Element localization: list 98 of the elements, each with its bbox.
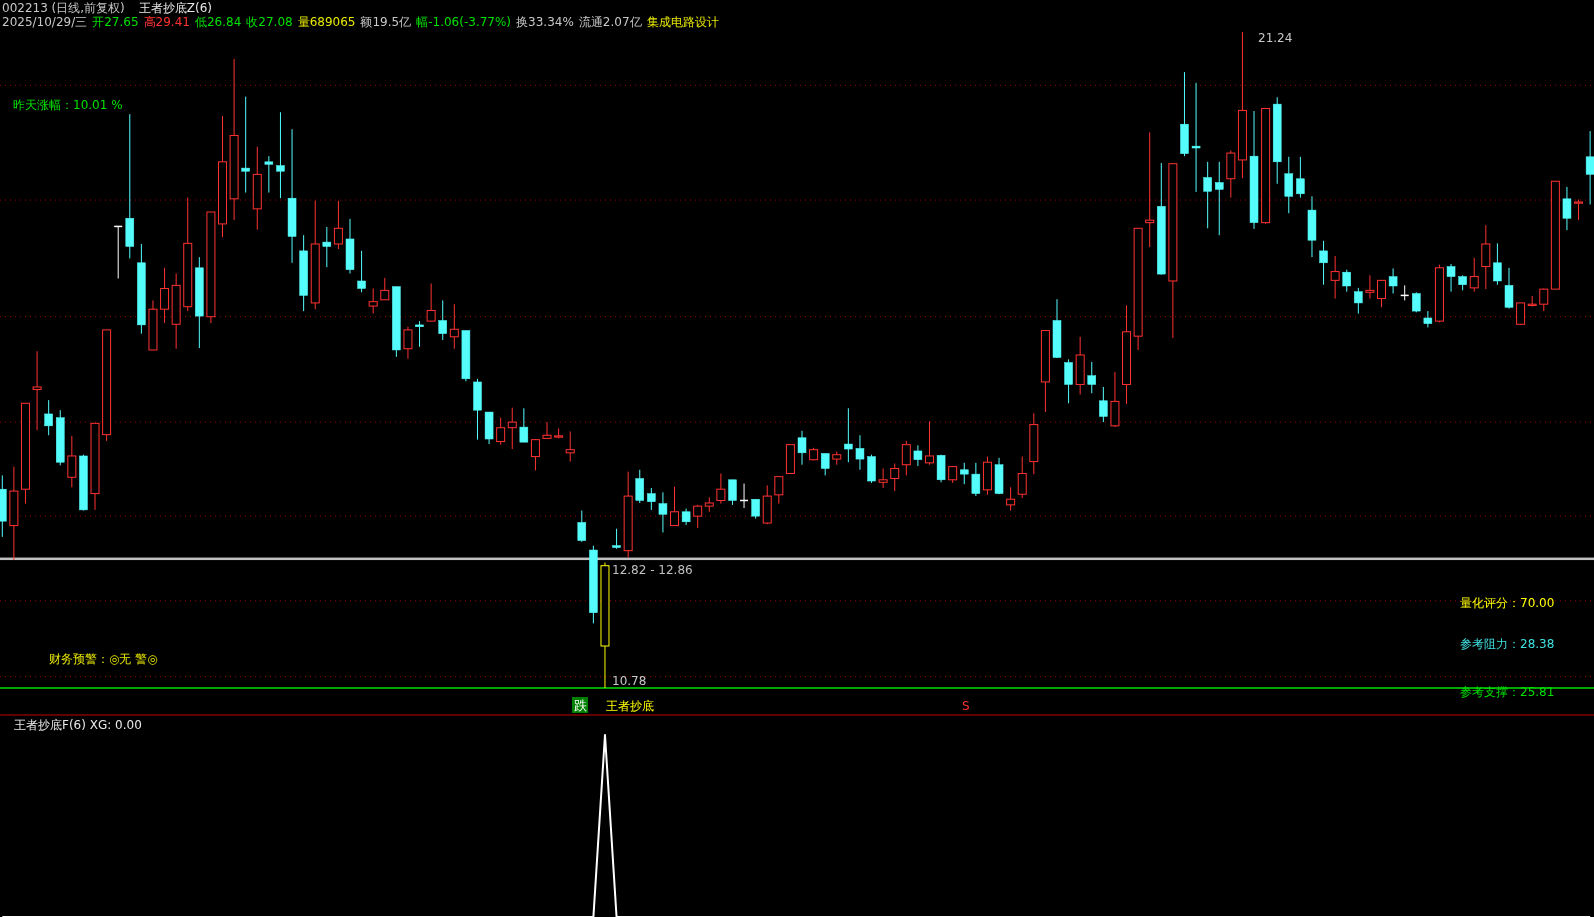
candlestick [241, 96, 250, 194]
candlestick [44, 399, 53, 436]
candlestick [32, 350, 42, 431]
candlestick [1504, 267, 1514, 310]
text: 量689065 [297, 15, 356, 29]
candlestick [403, 326, 413, 360]
candlestick [1284, 156, 1294, 214]
candlestick [960, 462, 969, 485]
candlestick [1342, 269, 1351, 293]
candlestick [1006, 486, 1016, 512]
text: 2025/10/29/三 [2, 15, 88, 29]
chart-title: 王者抄底F(6) XG: 0.00 [14, 718, 142, 732]
annotation: 量化评分：70.00 [1460, 596, 1555, 610]
candlestick [925, 420, 934, 466]
candlestick [728, 479, 737, 506]
candlestick [1377, 279, 1387, 308]
candlestick [913, 444, 923, 467]
candlestick [1087, 361, 1097, 394]
text: 高29.41 [143, 15, 190, 29]
text: 跌 [573, 698, 587, 713]
candlestick [264, 155, 274, 194]
candlestick [901, 440, 911, 476]
candlestick [67, 435, 77, 488]
annotation: 参考支撑：25.81 [1460, 685, 1555, 699]
text: 王者抄底 [606, 699, 654, 713]
candlestick [415, 320, 424, 348]
candlestick [380, 277, 390, 301]
candlestick [1562, 186, 1572, 231]
candlestick [1493, 242, 1502, 286]
candlestick [1574, 198, 1584, 221]
candlestick [426, 282, 436, 322]
annotation: 10.78 [612, 674, 647, 688]
candlestick [658, 491, 668, 533]
candlestick [160, 267, 170, 324]
candlestick [1388, 267, 1398, 295]
candlestick [716, 473, 726, 505]
text: 002213 (日线,前复权) [2, 1, 125, 15]
candlestick [1354, 287, 1363, 315]
candlestick [878, 468, 888, 489]
candlestick [820, 452, 830, 476]
candlestick [519, 407, 529, 443]
candlestick [670, 486, 680, 527]
candlestick [751, 498, 760, 520]
band-label: 12.82 - 12.86 [612, 563, 693, 578]
candlestick [1516, 302, 1526, 326]
candlestick [1064, 358, 1073, 404]
candlestick [565, 431, 575, 463]
candlestick [1330, 255, 1340, 300]
candlestick [507, 407, 517, 450]
candlestick [635, 469, 644, 504]
annotation: 参考阻力：28.38 [1460, 637, 1555, 651]
candlestick [774, 476, 784, 505]
candlestick [1017, 456, 1027, 499]
candlestick [1296, 156, 1305, 199]
candlestick [1319, 240, 1328, 286]
candlestick [542, 421, 552, 440]
candlestick [1203, 161, 1212, 229]
candlestick [1481, 224, 1491, 290]
candlestick [276, 111, 285, 199]
candlestick [1145, 131, 1155, 248]
text: 开27.65 [92, 15, 139, 29]
candlestick [1191, 82, 1201, 193]
annotation: 21.24 [1258, 31, 1293, 45]
candlestick [322, 226, 332, 268]
text: 王者抄底Z(6) [138, 1, 213, 15]
candlestick [577, 510, 587, 543]
text: S [962, 699, 970, 713]
candlestick [855, 434, 865, 471]
candlestick [1539, 288, 1549, 312]
candlestick [496, 417, 506, 446]
text: 换33.34% [516, 15, 574, 29]
candlestick [357, 250, 366, 293]
candlestick [438, 299, 447, 341]
candlestick [890, 462, 900, 492]
candlestick [612, 528, 621, 550]
text: 流通2.07亿 [578, 15, 642, 29]
candlestick [333, 200, 343, 250]
annotation: 昨天涨幅：10.01 % [13, 98, 123, 112]
text: 幅-1.06(-3.77%) [416, 15, 512, 29]
candlestick [1365, 274, 1375, 300]
text: 集成电路设计 [646, 15, 719, 29]
annotation: 财务预警：◎无 警◎ [49, 652, 158, 666]
candlestick [971, 462, 981, 497]
text: 收27.08 [246, 15, 293, 29]
candlestick [844, 407, 853, 463]
candlestick [1585, 130, 1594, 205]
candlestick [1215, 161, 1224, 236]
candlestick [1099, 386, 1108, 423]
candlestick [797, 430, 807, 466]
candlestick [647, 487, 656, 511]
candlestick [530, 438, 540, 471]
candlestick [1446, 263, 1456, 293]
text: 低26.84 [194, 15, 242, 29]
candlestick [368, 288, 378, 315]
candlestick [1469, 257, 1479, 293]
candlestick [1423, 310, 1433, 328]
text: 额19.5亿 [360, 15, 412, 29]
candlestick [449, 303, 459, 350]
